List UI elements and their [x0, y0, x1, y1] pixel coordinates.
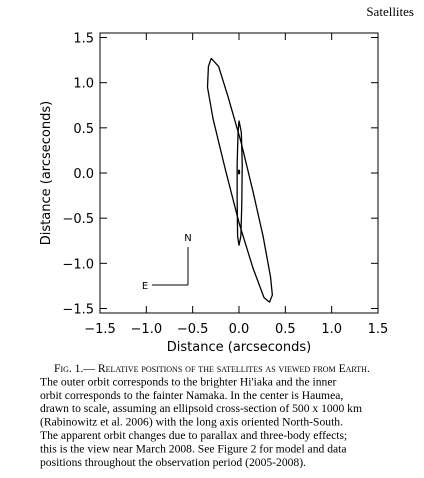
x-tick-label: −1.5: [84, 322, 116, 337]
x-tick-label: −1.0: [131, 322, 163, 337]
y-tick-label: −1.0: [62, 257, 94, 272]
y-tick-label: 1.0: [73, 77, 94, 92]
caption-line: (Rabinowitz et al. 2006) with the long a…: [40, 416, 343, 429]
y-axis-label: Distance (arcseconds): [39, 101, 54, 245]
x-axis-label: Distance (arcseconds): [167, 340, 311, 355]
y-tick-label: 0.0: [73, 167, 94, 182]
x-tick-label: −0.5: [177, 322, 209, 337]
x-tick-label: 1.0: [321, 322, 342, 337]
caption-line: orbit corresponds to the fainter Namaka.…: [40, 389, 343, 402]
caption-line: Fig. 1.— Relative positions of the satel…: [54, 362, 370, 375]
y-tick-label: −1.5: [62, 302, 94, 317]
x-tick-label: 0.0: [229, 322, 250, 337]
haumea: [237, 169, 241, 175]
orbit: [206, 57, 274, 303]
caption-line: this is the view near March 2008. See Fi…: [40, 442, 347, 455]
running-header: Satellites: [366, 4, 414, 19]
orbit: [236, 120, 243, 246]
compass-e-label: E: [142, 281, 148, 292]
caption-line: positions throughout the observation per…: [40, 456, 306, 469]
compass-n-label: N: [184, 233, 191, 244]
caption-line: drawn to scale, assuming an ellipsoid cr…: [40, 402, 362, 415]
caption-line: The outer orbit corresponds to the brigh…: [40, 375, 336, 388]
y-tick-label: −0.5: [62, 212, 94, 227]
y-tick-label: 0.5: [73, 122, 94, 137]
y-tick-label: 1.5: [73, 32, 94, 47]
caption-line: The apparent orbit changes due to parall…: [40, 429, 347, 442]
x-tick-label: 0.5: [275, 322, 296, 337]
x-tick-label: 1.5: [368, 322, 389, 337]
